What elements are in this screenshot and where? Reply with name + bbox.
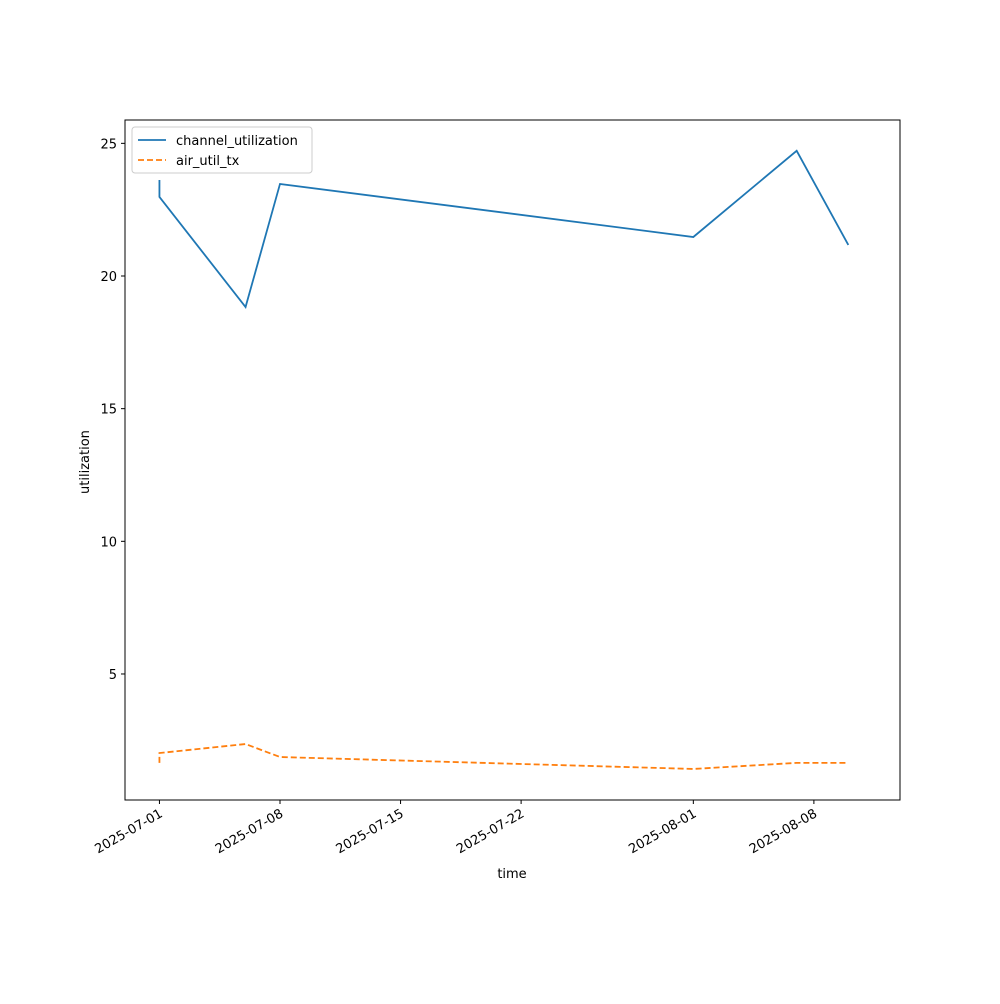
legend: channel_utilization air_util_tx <box>131 126 313 174</box>
x-tick-label: 2025-07-08 <box>213 806 286 857</box>
y-tick-label: 15 <box>100 403 117 418</box>
y-tick-label: 20 <box>100 270 117 285</box>
y-tick-label: 5 <box>109 668 117 683</box>
legend-label: air_util_tx <box>176 154 240 169</box>
data-line <box>158 743 849 770</box>
x-tick-label: 2025-08-01 <box>626 806 699 857</box>
x-tick-label: 2025-07-01 <box>93 806 166 857</box>
data-line <box>158 149 850 310</box>
y-tick-label: 25 <box>100 137 117 152</box>
legend-label: channel_utilization <box>176 134 298 149</box>
x-tick-label: 2025-07-22 <box>454 806 527 857</box>
x-tick-label: 2025-07-15 <box>334 806 407 857</box>
y-tick-label: 10 <box>100 535 117 550</box>
plot-frame <box>124 119 901 801</box>
x-axis-label: time <box>497 867 526 882</box>
legend-box <box>131 126 313 174</box>
x-tick-label: 2025-08-08 <box>747 806 820 857</box>
y-axis-label: utilization <box>78 430 93 494</box>
